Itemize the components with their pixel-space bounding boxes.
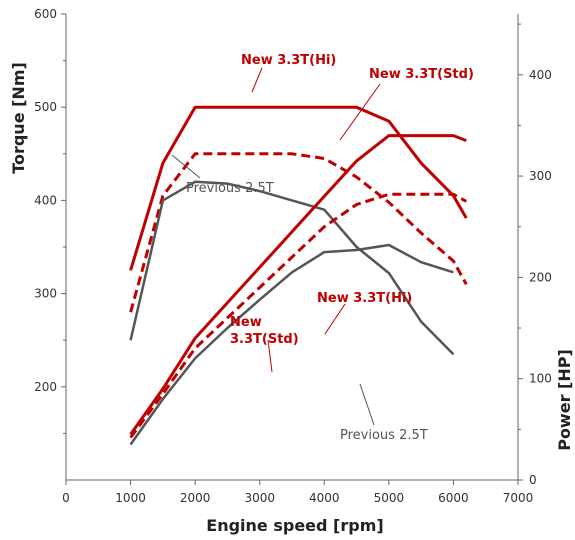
power-line-new-3-3t-std bbox=[129, 192, 468, 439]
leader-hi-torque bbox=[251, 67, 263, 93]
label-prev-torque: Previous 2.5T bbox=[186, 181, 274, 196]
left-tick-label: 500 bbox=[34, 100, 57, 114]
torque-line-new-3-3t-hi bbox=[129, 105, 468, 271]
x-tick-label: 0 bbox=[62, 491, 70, 505]
label-std-torque: New 3.3T(Std) bbox=[369, 67, 474, 82]
left-tick-label: 200 bbox=[34, 380, 57, 394]
x-tick-label: 6000 bbox=[438, 491, 469, 505]
x-tick-label: 7000 bbox=[503, 491, 534, 505]
label-std-power-line2: 3.3T(Std) bbox=[230, 332, 299, 347]
right-tick-label: 0 bbox=[529, 473, 537, 487]
right-tick-label: 300 bbox=[529, 169, 552, 183]
power-line-previous-2-5t bbox=[129, 243, 454, 446]
leader-hi-power bbox=[324, 303, 346, 335]
leader-std-torque bbox=[339, 83, 381, 141]
label-hi-torque: New 3.3T(Hi) bbox=[241, 53, 336, 68]
right-tick-label: 400 bbox=[529, 68, 552, 82]
annotation-leaders bbox=[171, 67, 381, 426]
leader-prev-torque bbox=[171, 154, 201, 179]
x-axis-title: Engine speed [rpm] bbox=[206, 516, 383, 535]
x-tick-label: 4000 bbox=[309, 491, 340, 505]
torque-line-new-3-3t-std bbox=[129, 152, 468, 313]
power-line-new-3-3t-hi bbox=[129, 134, 467, 436]
x-tick-label: 5000 bbox=[374, 491, 405, 505]
left-tick-label: 300 bbox=[34, 287, 57, 301]
right-axis-title: Power [HP] bbox=[555, 349, 574, 451]
right-tick-label: 200 bbox=[529, 270, 552, 284]
torque-line-previous-2-5t bbox=[129, 180, 455, 356]
label-std-power-line1: New bbox=[230, 315, 262, 330]
leader-prev-power bbox=[359, 383, 375, 426]
left-tick-label: 400 bbox=[34, 193, 57, 207]
x-tick-label: 1000 bbox=[115, 491, 146, 505]
left-tick-label: 600 bbox=[34, 7, 57, 21]
label-hi-power: New 3.3T(Hi) bbox=[317, 291, 412, 306]
left-axis-title: Torque [Nm] bbox=[9, 62, 28, 174]
label-prev-power: Previous 2.5T bbox=[340, 428, 428, 443]
right-tick-label: 100 bbox=[529, 372, 552, 386]
leader-std-power bbox=[267, 339, 273, 373]
x-tick-label: 3000 bbox=[244, 491, 275, 505]
x-tick-label: 2000 bbox=[180, 491, 211, 505]
